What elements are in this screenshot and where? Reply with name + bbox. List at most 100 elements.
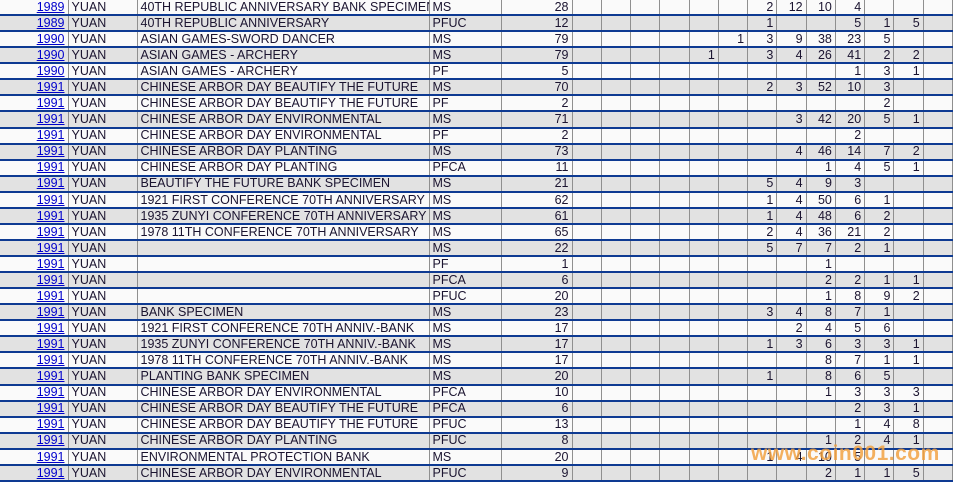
year-link[interactable]: 1991 <box>36 353 65 368</box>
grade-count-cell: 6 <box>864 320 895 337</box>
table-row: 1990 YUAN ASIAN GAMES - ARCHERY MS 79 1 3 4 26 41… <box>0 47 953 64</box>
grade-count-cell <box>718 352 749 369</box>
denomination-cell: YUAN <box>68 127 138 144</box>
year-link[interactable]: 1991 <box>36 80 65 95</box>
table-row: 1991 YUAN 1935 ZUNYI CONFERENCE 70TH ANNIV… <box>0 336 953 353</box>
grade-count-cell: 5 <box>747 239 778 256</box>
grade-count-cell <box>601 31 632 48</box>
grade-count-cell <box>689 79 719 96</box>
grade-count-cell: 14 <box>835 143 866 160</box>
total-cell: 70 <box>501 79 573 96</box>
year-link[interactable]: 1991 <box>36 337 65 352</box>
grade-count-cell <box>689 63 719 80</box>
year-link[interactable]: 1990 <box>36 64 65 79</box>
grade-count-cell <box>572 336 602 353</box>
grade-count-cell: 10 <box>806 0 836 16</box>
year-link[interactable]: 1991 <box>36 449 65 464</box>
grade-count-cell <box>718 336 749 353</box>
description-cell: 1978 11TH CONFERENCE 70TH ANNIVERSARY <box>137 223 430 240</box>
total-cell: 6 <box>501 400 573 417</box>
year-link[interactable]: 1989 <box>36 15 65 30</box>
year-link[interactable]: 1991 <box>36 128 65 143</box>
grade-count-cell <box>923 464 953 481</box>
total-cell: 65 <box>501 223 573 240</box>
year-link[interactable]: 1991 <box>36 256 65 271</box>
grade-count-cell <box>864 256 895 273</box>
designation-cell: MS <box>429 47 502 64</box>
grade-count-cell <box>630 127 661 144</box>
grade-count-cell <box>572 432 602 449</box>
grade-count-cell <box>893 31 924 48</box>
grade-count-cell: 42 <box>806 111 836 128</box>
grade-count-cell <box>659 175 690 192</box>
grade-count-cell <box>718 448 749 465</box>
year-link[interactable]: 1991 <box>36 240 65 255</box>
grade-count-cell <box>659 464 690 481</box>
grade-count-cell: 6 <box>806 336 836 353</box>
grade-count-cell <box>659 384 690 401</box>
grade-count-cell: 7 <box>864 143 895 160</box>
year-link[interactable]: 1991 <box>36 160 65 175</box>
year-link[interactable]: 1991 <box>36 401 65 416</box>
grade-count-cell: 1 <box>864 352 895 369</box>
year-cell: 1991 <box>0 223 69 240</box>
grade-count-cell <box>893 95 924 112</box>
grade-count-cell: 1 <box>747 336 778 353</box>
denomination-cell: YUAN <box>68 464 138 481</box>
grade-count-cell <box>747 159 778 176</box>
grade-count-cell <box>689 288 719 305</box>
description-cell: ASIAN GAMES - ARCHERY <box>137 47 430 64</box>
grade-count-cell <box>601 207 632 224</box>
grade-count-cell: 3 <box>776 79 807 96</box>
grade-count-cell <box>630 31 661 48</box>
grade-count-cell <box>923 207 953 224</box>
year-link[interactable]: 1991 <box>36 208 65 223</box>
grade-count-cell <box>659 143 690 160</box>
year-link[interactable]: 1991 <box>36 417 65 432</box>
year-cell: 1990 <box>0 63 69 80</box>
grade-count-cell <box>689 207 719 224</box>
year-link[interactable]: 1991 <box>36 272 65 287</box>
grade-count-cell <box>718 272 749 289</box>
year-link[interactable]: 1991 <box>36 192 65 207</box>
year-link[interactable]: 1991 <box>36 96 65 111</box>
year-link[interactable]: 1991 <box>36 112 65 127</box>
year-link[interactable]: 1991 <box>36 176 65 191</box>
grade-count-cell <box>572 0 602 16</box>
grade-count-cell <box>630 256 661 273</box>
year-link[interactable]: 1989 <box>36 0 65 14</box>
total-cell: 23 <box>501 304 573 321</box>
grade-count-cell <box>718 368 749 385</box>
grade-count-cell: 4 <box>776 47 807 64</box>
denomination-cell: YUAN <box>68 191 138 208</box>
grade-count-cell: 7 <box>806 239 836 256</box>
year-link[interactable]: 1991 <box>36 144 65 159</box>
year-link[interactable]: 1991 <box>36 288 65 303</box>
grade-count-cell <box>718 0 749 16</box>
grade-count-cell <box>747 127 778 144</box>
total-cell: 28 <box>501 0 573 16</box>
table-row: 1989 YUAN 40TH REPUBLIC ANNIVERSARY PFUC 12 1… <box>0 15 953 32</box>
designation-cell: MS <box>429 368 502 385</box>
grade-count-cell <box>923 191 953 208</box>
year-link[interactable]: 1990 <box>36 31 65 46</box>
grade-count-cell <box>806 416 836 433</box>
grade-count-cell: 4 <box>864 416 895 433</box>
grade-count-cell <box>864 448 895 465</box>
year-link[interactable]: 1991 <box>36 321 65 336</box>
table-row: 1991 YUAN 1978 11TH CONFERENCE 70TH ANNIVE… <box>0 223 953 240</box>
grade-count-cell: 5 <box>835 15 866 32</box>
grade-count-cell <box>601 400 632 417</box>
grade-count-cell <box>630 207 661 224</box>
year-link[interactable]: 1990 <box>36 47 65 62</box>
year-link[interactable]: 1991 <box>36 385 65 400</box>
year-link[interactable]: 1991 <box>36 224 65 239</box>
year-link[interactable]: 1991 <box>36 369 65 384</box>
grade-count-cell <box>835 256 866 273</box>
year-link[interactable]: 1991 <box>36 304 65 319</box>
grade-count-cell <box>923 352 953 369</box>
year-link[interactable]: 1991 <box>36 465 65 480</box>
year-link[interactable]: 1991 <box>36 433 65 448</box>
grade-count-cell <box>601 288 632 305</box>
grade-count-cell <box>718 127 749 144</box>
